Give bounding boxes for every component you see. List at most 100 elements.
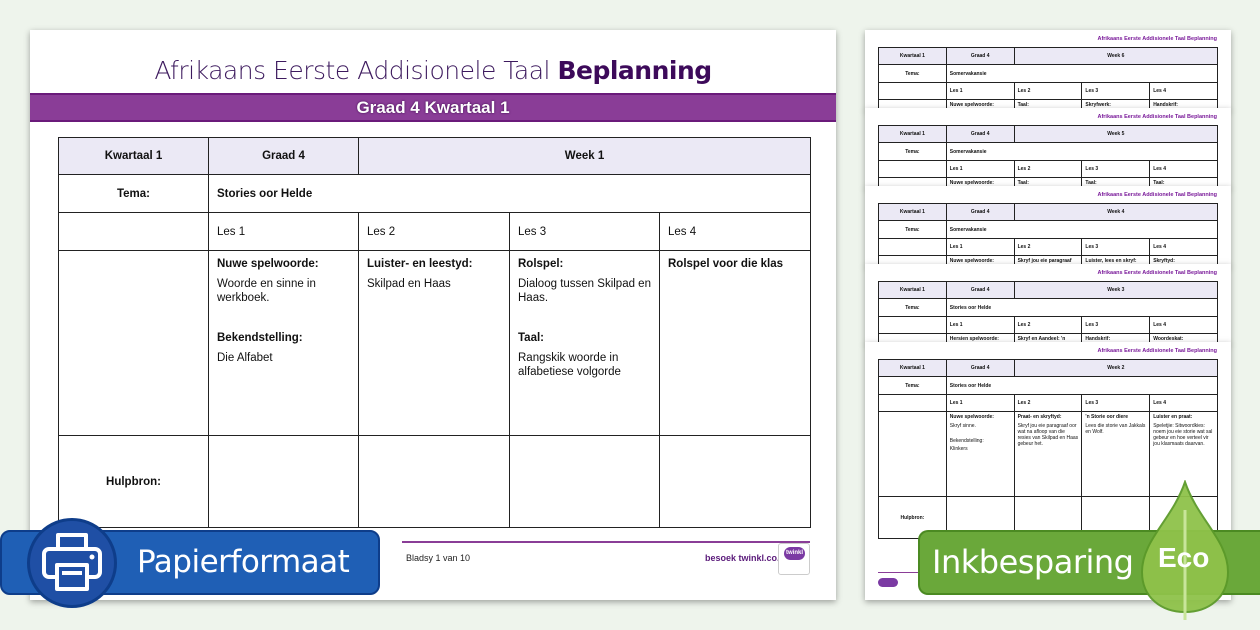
- header-cell: Week 2: [1013, 359, 1219, 377]
- header-cell: Graad 4: [945, 203, 1015, 221]
- header-cell: Week 4: [1013, 203, 1219, 221]
- content-heading: Bekendstelling:: [217, 332, 303, 344]
- content-heading: Taal:: [1017, 180, 1029, 186]
- content-heading: Handskrif:: [1153, 102, 1178, 108]
- empty-cell: [878, 82, 947, 100]
- hulpbron-label: Hulpbron:: [58, 435, 209, 528]
- content-text: Die Alfabet: [217, 352, 273, 364]
- lesson-label: Les 3: [1081, 238, 1151, 256]
- lesson-label: Les 2: [1013, 238, 1083, 256]
- header-cell: Kwartaal 1: [878, 125, 947, 143]
- lesson-content-cell: Taal:: [1149, 177, 1218, 188]
- tema-row: Tema: Stories oor Helde: [58, 174, 812, 213]
- preview-table: Kwartaal 1 Graad 4 Week 3 Tema: Stories oor…: [878, 281, 1219, 344]
- lesson-label: Les 4: [1149, 160, 1218, 178]
- lesson-label: Les 2: [1013, 160, 1083, 178]
- lesson-label: Les 3: [1081, 160, 1151, 178]
- ink-saving-label: Inkbesparing: [932, 543, 1134, 581]
- lesson-label: Les 2: [1013, 82, 1083, 100]
- content-heading: Luister- en leestyd:: [367, 258, 473, 270]
- content-text: Skryf sinne.: [949, 423, 976, 429]
- content-row: Nuwe spelwoorde: Woorde en sinne in werkb…: [58, 250, 812, 436]
- content-text: Skryf jou eie paragraaf oor wat na afloo…: [1017, 423, 1079, 447]
- content-heading: Hersien spelwoorde:: [949, 336, 999, 342]
- lesson-label: Les 1: [945, 160, 1015, 178]
- tema-label: Tema:: [878, 298, 947, 317]
- lesson-content-cell: Woordeskat:: [1149, 333, 1218, 344]
- content-heading: 'n Storie oor diere: [1085, 414, 1128, 420]
- lesson-label: Les 4: [1149, 82, 1218, 100]
- preview-table: Kwartaal 1 Graad 4 Week 6 Tema: Somervakans…: [878, 47, 1219, 110]
- content-heading: Nuwe spelwoorde:: [949, 258, 994, 264]
- tema-label: Tema:: [878, 142, 947, 161]
- empty-cell: [878, 316, 947, 334]
- content-heading: Nuwe spelwoorde:: [949, 180, 994, 186]
- empty-cell: [358, 435, 510, 528]
- header-cell: Graad 4: [945, 47, 1015, 65]
- header-cell: Week 6: [1013, 47, 1219, 65]
- lesson-label: Les 2: [358, 212, 510, 251]
- content-heading: Nuwe spelwoorde:: [217, 258, 319, 270]
- page-number: Bladsy 1 van 10: [406, 553, 471, 563]
- lesson-label: Les 3: [1081, 316, 1151, 334]
- empty-cell: [509, 435, 660, 528]
- content-text: Skilpad en Haas: [367, 278, 451, 290]
- preview-page: Afrikaans Eerste Addisionele Taal Beplan…: [865, 186, 1231, 266]
- content-heading: Luister en praat:: [1153, 414, 1193, 420]
- content-heading: Taal:: [1017, 102, 1029, 108]
- empty-cell: [658, 435, 812, 528]
- eco-label: Eco: [1158, 542, 1210, 573]
- header-cell: Week 1: [357, 137, 812, 175]
- tema-label: Tema:: [878, 376, 947, 395]
- planning-table: Kwartaal 1 Graad 4 Week 1 Tema: Stories …: [58, 137, 812, 528]
- content-heading: Skryftyd:: [1153, 258, 1175, 264]
- content-heading: Taal:: [1153, 180, 1165, 186]
- lesson-label: Les 2: [1013, 316, 1083, 334]
- header-cell: Kwartaal 1: [878, 281, 947, 299]
- tema-value: Somervakansie: [945, 64, 1219, 83]
- empty-cell: [58, 212, 209, 251]
- tema-label: Tema:: [878, 64, 947, 83]
- content-heading: Taal:: [1085, 180, 1097, 186]
- header-cell: Kwartaal 1: [878, 203, 947, 221]
- header-cell: Graad 4: [208, 137, 359, 175]
- lessons-row: Les 1 Les 2 Les 3 Les 4: [58, 212, 812, 251]
- content-text: [518, 311, 651, 325]
- tema-label: Tema:: [878, 220, 947, 239]
- content-heading: Luister, lees en skryf:: [1085, 258, 1137, 264]
- empty-cell: [208, 435, 359, 528]
- subtitle-band: Graad 4 Kwartaal 1: [30, 93, 836, 122]
- content-text: Speletjie: Sitwoordkies: noem jou eie st…: [1153, 423, 1213, 447]
- leaf-drop-icon: Eco: [1138, 480, 1232, 620]
- preview-page: Afrikaans Eerste Addisionele Taal Beplan…: [865, 30, 1231, 110]
- main-document-page: Afrikaans Eerste Addisionele Taal Beplan…: [30, 30, 836, 600]
- content-text: [950, 431, 1011, 436]
- lesson-content-cell: Rolspel: Dialoog tussen Skilpad en Haas. T…: [509, 250, 660, 436]
- lesson-content-cell: Nuwe spelwoorde: Woorde en sinne in werkb…: [208, 250, 359, 436]
- content-heading: Praat- en skryftyd:: [1017, 414, 1062, 420]
- empty-cell: [878, 160, 947, 178]
- footer-divider: [402, 541, 810, 543]
- empty-cell: [58, 250, 209, 436]
- lesson-label: Les 1: [945, 394, 1015, 412]
- preview-title: Afrikaans Eerste Addisionele Taal Beplan…: [1097, 114, 1217, 120]
- tema-value: Stories oor Helde: [207, 174, 812, 213]
- preview-title: Afrikaans Eerste Addisionele Taal Beplan…: [1097, 348, 1217, 354]
- lesson-label: Les 3: [509, 212, 660, 251]
- content-heading: Rolspel voor die klas: [668, 258, 784, 270]
- header-cell: Graad 4: [945, 281, 1015, 299]
- content-heading: Woordeskat:: [1153, 336, 1184, 342]
- website-link[interactable]: besoek twinkl.co.za: [705, 553, 790, 563]
- table-header-row: Kwartaal 1 Graad 4 Week 1: [58, 137, 812, 175]
- lesson-content-cell: Luister en praat: Speletjie: Sitwoordkies…: [1149, 411, 1218, 497]
- lesson-label: Les 3: [1081, 394, 1151, 412]
- header-cell: Graad 4: [945, 359, 1015, 377]
- content-heading: Skryfwerk:: [1085, 102, 1111, 108]
- lesson-label: Les 4: [1149, 238, 1218, 256]
- printer-icon: [27, 518, 117, 608]
- header-cell: Kwartaal 1: [58, 137, 209, 175]
- lesson-label: Les 1: [945, 82, 1015, 100]
- content-text: Dialoog tussen Skilpad en Haas.: [518, 278, 651, 304]
- content-text: Klinkers: [949, 446, 968, 452]
- lesson-content-cell: Handskrif:: [1149, 99, 1218, 110]
